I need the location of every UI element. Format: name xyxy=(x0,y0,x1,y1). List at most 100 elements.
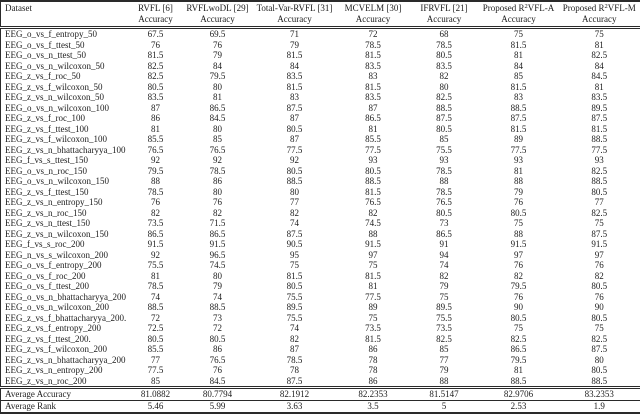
value-cell: 93 xyxy=(594,155,604,165)
value-cell: 83.5 xyxy=(365,92,381,102)
value-cell: 82 xyxy=(290,207,299,218)
value-cell: 91.5 xyxy=(365,239,381,249)
dataset-cell: EEG_z_vs_n_bhattacharyya_200 xyxy=(5,354,126,365)
dataset-cell: EEG_z_vs_n_bhattacharyya_100 xyxy=(5,144,126,155)
value-cell: 77.5 xyxy=(147,365,164,375)
value-cell: 88 xyxy=(151,176,160,186)
value-cell: 81.5 xyxy=(510,123,527,134)
value-cell: 75 xyxy=(368,312,378,323)
value-cell: 88.5 xyxy=(209,302,226,312)
table-row: EEG_o_vs_f_entropy_200 75.5 74.5 75 75 74 76 76 xyxy=(1,260,640,271)
value-cell: 79 xyxy=(439,365,449,375)
table-row: EEG_o_vs_n_wilcoxon_50 82.5 84 84 83.5 83.5 84… xyxy=(1,61,640,72)
value-cell: 68 xyxy=(439,29,449,39)
table-row: EEG_z_vs_n_roc_150 82 82 82 82 80.5 80.5 82.5 xyxy=(1,208,640,219)
value-cell: 92 xyxy=(151,155,160,165)
value-cell: 83 xyxy=(514,92,523,102)
method-name-post: VFL-A xyxy=(527,3,555,13)
value-cell: 80.5 xyxy=(591,186,608,197)
value-cell: 93 xyxy=(514,155,523,165)
value-cell: 85.5 xyxy=(147,134,164,144)
value-cell: 81.5 xyxy=(591,123,608,134)
table-row: EEG_n_vs_s_wilcoxon_200 92 96.5 95 97 94 97 97 xyxy=(1,250,640,261)
value-cell: 83 xyxy=(290,92,299,102)
value-cell: 80.5 xyxy=(510,207,527,218)
value-cell: 75.5 xyxy=(436,144,452,155)
value-cell: 76 xyxy=(213,365,222,375)
value-cell: 80.5 xyxy=(365,165,381,176)
value-cell: 80 xyxy=(213,186,222,197)
value-cell: 73.5 xyxy=(365,323,381,333)
value-cell: 86.5 xyxy=(365,113,381,123)
value-cell: 82 xyxy=(439,71,449,81)
value-cell: 81.5 xyxy=(365,50,381,60)
value-cell: 76 xyxy=(213,39,222,50)
table-row: EEG_o_vs_f_entropy_50 67.5 69.5 71 72 68 75 75 xyxy=(1,28,640,40)
value-cell: 86.5 xyxy=(510,344,527,354)
value-cell: 88.5 xyxy=(286,176,303,186)
value-cell: 76 xyxy=(594,260,604,270)
value-cell: 78.5 xyxy=(436,39,452,50)
value-cell: 86.5 xyxy=(209,228,226,239)
accuracy-label: Accuracy xyxy=(582,14,617,24)
footer-value-cell: 3.63 xyxy=(252,400,337,413)
value-cell: 88 xyxy=(514,228,523,239)
value-cell: 82.5 xyxy=(591,333,608,344)
dataset-cell: EEG_o_vs_n_bhattacharyya_200 xyxy=(5,291,126,302)
value-cell: 88.5 xyxy=(365,176,381,186)
table-row: EEG_z_vs_n_wilcoxon_50 83.5 81 83 83.5 82.5 83… xyxy=(1,92,640,103)
value-cell: 76 xyxy=(514,260,523,270)
value-cell: 88.5 xyxy=(147,302,164,312)
dataset-cell: EEG_z_vs_f_ttest_200. xyxy=(5,333,91,344)
footer-value-cell: 80.7794 xyxy=(182,386,253,401)
value-cell: 73 xyxy=(439,218,449,228)
value-cell: 80 xyxy=(290,186,299,197)
value-cell: 87.5 xyxy=(591,113,608,123)
value-cell: 79.5 xyxy=(209,71,226,81)
value-cell: 76.5 xyxy=(436,197,452,207)
value-cell: 82 xyxy=(439,270,449,281)
value-cell: 86 xyxy=(213,344,222,354)
value-cell: 88 xyxy=(368,228,378,239)
table-row: EEG_o_vs_n_roc_150 79.5 78.5 80.5 80.5 78.5 81… xyxy=(1,166,640,177)
value-cell: 88.5 xyxy=(510,375,527,386)
col-header-method-5: Proposed R2VFL-A Accuracy xyxy=(478,1,559,29)
table-row: EEG_o_vs_n_wilcoxon_150 88 86 88.5 88.5 88 88 8… xyxy=(1,176,640,187)
value-cell: 92 xyxy=(213,155,222,165)
value-cell: 87 xyxy=(290,113,299,123)
value-cell: 67.5 xyxy=(147,29,164,39)
value-cell: 78.5 xyxy=(209,165,226,176)
value-cell: 78.5 xyxy=(147,281,164,291)
table-row: EEG_f_vs_s_ttest_150 92 92 92 93 93 93 93 xyxy=(1,155,640,166)
value-cell: 80.5 xyxy=(591,365,608,375)
value-cell: 80.5 xyxy=(286,281,303,291)
value-cell: 74 xyxy=(290,323,299,333)
value-cell: 72 xyxy=(368,29,378,39)
table-body: EEG_o_vs_f_entropy_50 67.5 69.5 71 72 68 75 75 E… xyxy=(1,28,640,388)
value-cell: 72 xyxy=(151,312,160,323)
footer-value-cell: 5.99 xyxy=(182,400,253,413)
value-cell: 75.5 xyxy=(286,312,303,323)
value-cell: 84 xyxy=(514,60,523,71)
method-name: Proposed R2VFL-M xyxy=(559,3,640,14)
value-cell: 80.5 xyxy=(286,123,303,134)
value-cell: 85.5 xyxy=(147,344,164,354)
value-cell: 77 xyxy=(439,354,449,365)
value-cell: 80 xyxy=(439,81,449,92)
dataset-cell: EEG_o_vs_f_entropy_50 xyxy=(5,29,97,39)
table-row: EEG_z_vs_f_roc_50 82.5 79.5 83.5 83 82 85 84.5 xyxy=(1,71,640,82)
value-cell: 84 xyxy=(213,60,222,71)
dataset-cell: EEG_z_vs_f_roc_50 xyxy=(5,71,81,81)
table-row: EEG_o_vs_f_ttest_200 78.5 79 80.5 81 79 79.5 80… xyxy=(1,281,640,292)
value-cell: 80.5 xyxy=(436,50,452,60)
value-cell: 83.5 xyxy=(591,92,608,102)
value-cell: 79 xyxy=(213,50,222,60)
value-cell: 91.5 xyxy=(510,239,527,249)
value-cell: 89.5 xyxy=(591,102,608,113)
value-cell: 89.5 xyxy=(436,302,452,312)
dataset-cell: EEG_o_vs_n_wilcoxon_200 xyxy=(5,302,109,312)
value-cell: 82.5 xyxy=(147,60,164,71)
col-header-method-0: RVFL [6] Accuracy xyxy=(128,1,183,29)
dataset-cell: EEG_z_vs_f_wilcoxon_200 xyxy=(5,344,107,354)
table-row: EEG_o_vs_n_ttest_50 81.5 79 81.5 81.5 80.5 81 8… xyxy=(1,50,640,61)
